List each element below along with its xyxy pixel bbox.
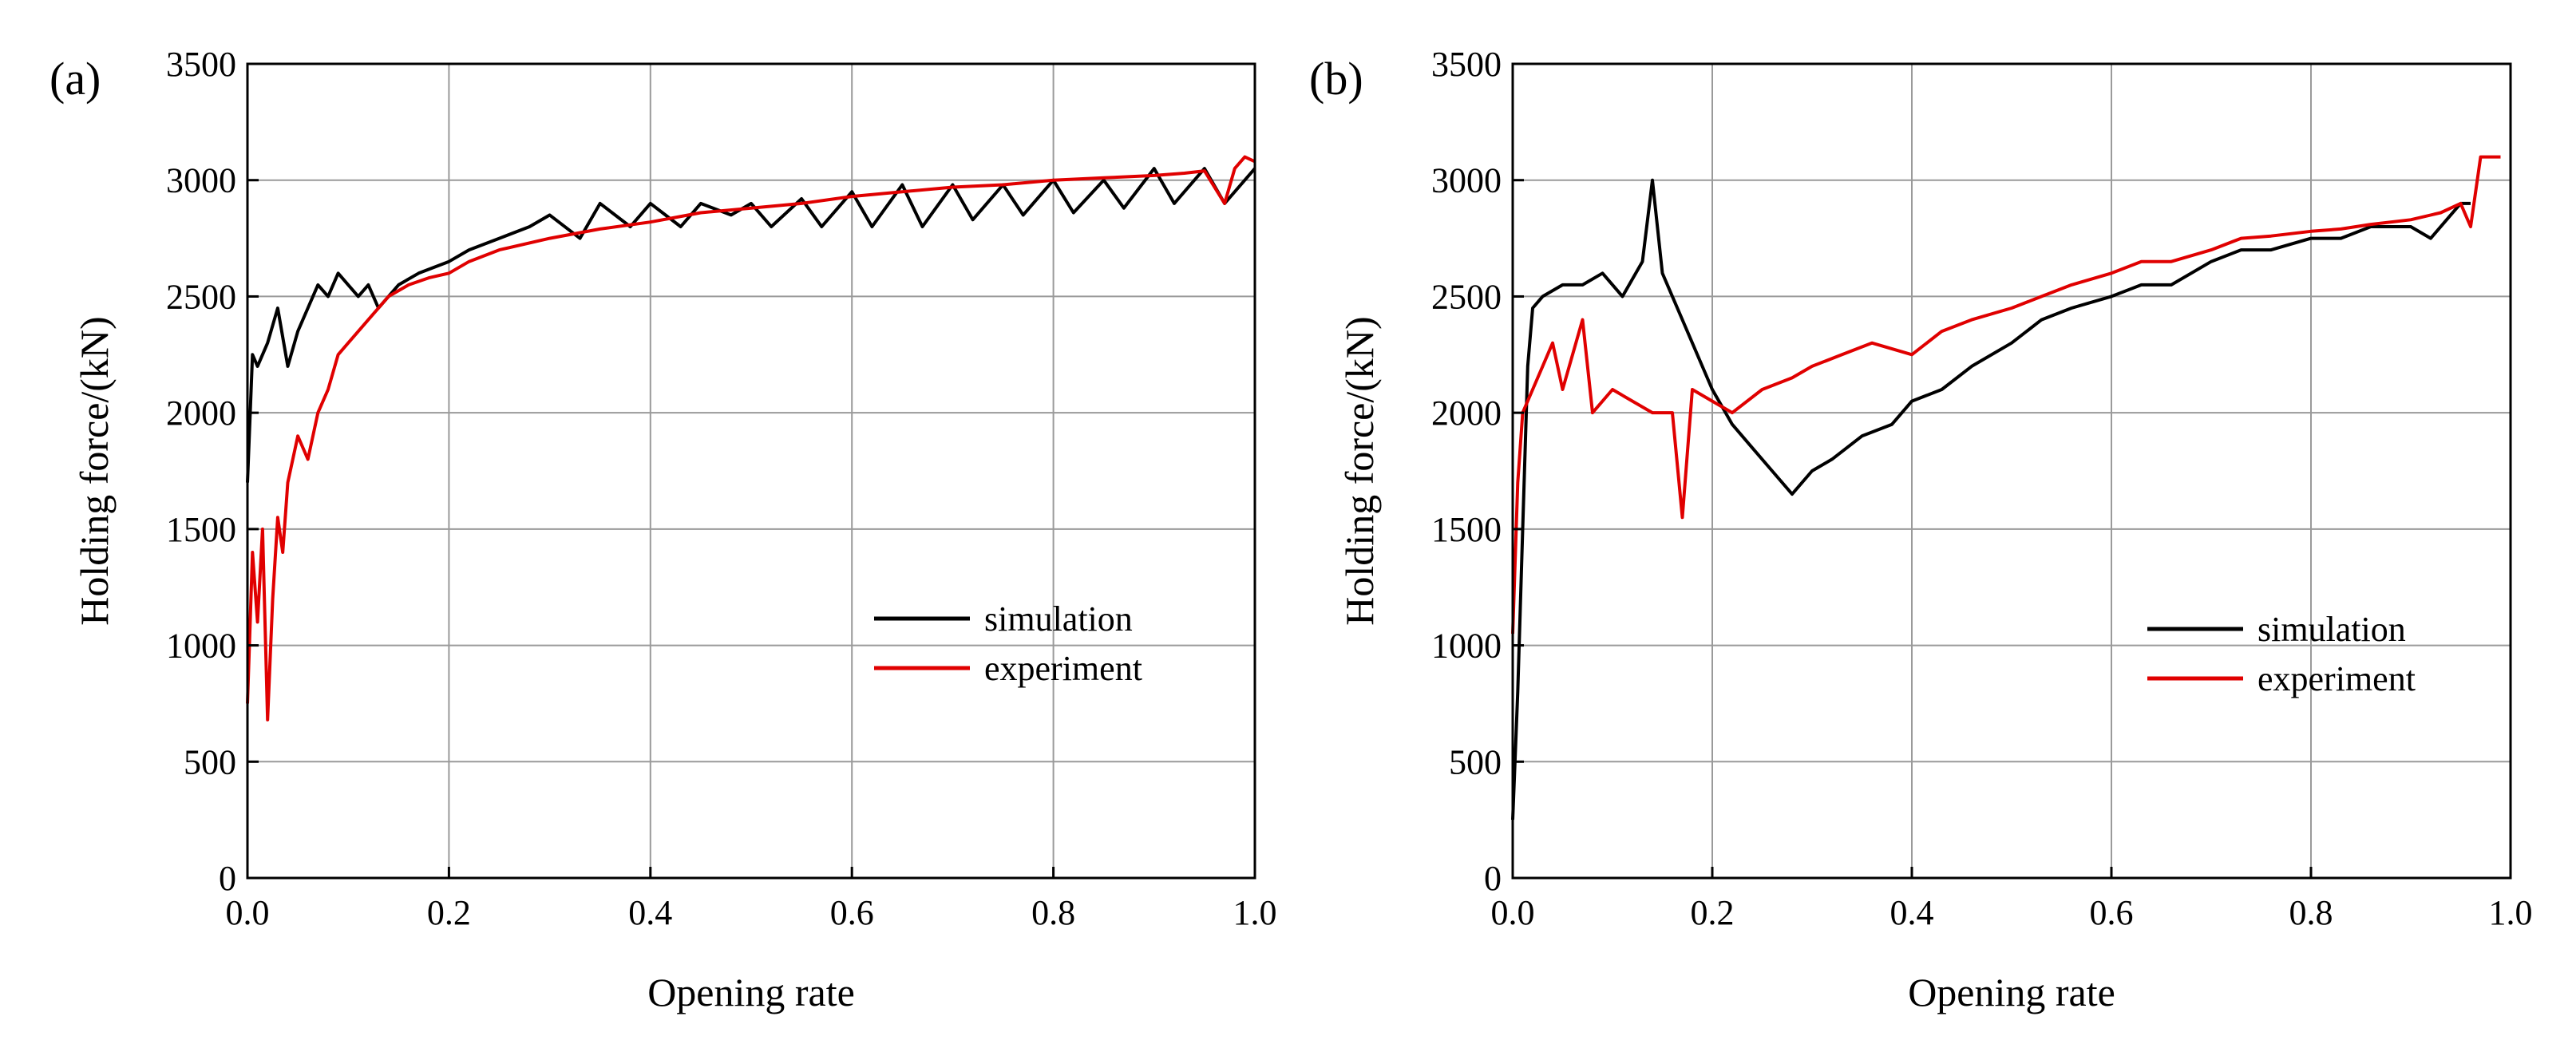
plot-frame: [1511, 62, 2512, 880]
x-tick-label: 1.0: [2489, 893, 2533, 932]
y-tick-label: 1500: [1431, 510, 1502, 549]
legend-label-experiment: experiment: [984, 649, 1142, 688]
chart-panel-a: 0.0 0.2 0.4 0.6 0.8 1.0 0 500 1000 1500 2000 2500 30…: [49, 45, 1277, 1014]
y-axis-title: Holding force/(kN): [72, 316, 117, 625]
y-tick-label: 2000: [166, 393, 236, 433]
legend: simulation experiment: [874, 599, 1142, 688]
series-line-simulation: [246, 167, 1256, 483]
x-tick-label: 0.2: [427, 893, 471, 932]
y-axis-title: Holding force/(kN): [1337, 316, 1382, 625]
x-tick-label: 0.2: [1691, 893, 1735, 932]
y-tick-label: 2500: [1431, 277, 1502, 316]
y-tick-label: 3000: [1431, 161, 1502, 200]
x-axis-title: Opening rate: [1908, 970, 2115, 1014]
panel-label: (b): [1309, 53, 1363, 105]
chart-panel-b: 0.0 0.2 0.4 0.6 0.8 1.0 0 500 1000 1500 2000 2500 30…: [1309, 45, 2533, 1014]
y-tick-label: 0: [219, 859, 236, 898]
y-tick-label: 1000: [1431, 627, 1502, 666]
y-tick-label: 3000: [166, 161, 236, 200]
y-tick-label: 1000: [166, 627, 236, 666]
x-tick-label: 1.0: [1233, 893, 1277, 932]
plot-frame: [246, 62, 1256, 880]
x-tick-label: 0.4: [1890, 893, 1934, 932]
x-tick-label: 0.0: [1491, 893, 1535, 932]
legend-label-experiment: experiment: [2257, 659, 2416, 698]
y-tick-label: 500: [184, 742, 236, 781]
y-tick-label: 2500: [166, 277, 236, 316]
series-line-experiment: [1511, 155, 2501, 635]
legend-label-simulation: simulation: [984, 599, 1133, 639]
x-tick-label: 0.4: [628, 893, 672, 932]
legend-label-simulation: simulation: [2257, 610, 2406, 649]
x-tick-label: 0.8: [1031, 893, 1075, 932]
y-tick-label: 0: [1484, 859, 1502, 898]
y-tick-label: 500: [1449, 742, 1502, 781]
panel-label: (a): [49, 53, 101, 105]
y-tick-label: 2000: [1431, 393, 1502, 433]
x-tick-label: 0.8: [2289, 893, 2333, 932]
y-tick-label: 1500: [166, 510, 236, 549]
y-tick-label: 3500: [166, 45, 236, 84]
legend: simulation experiment: [2147, 610, 2416, 698]
x-tick-label: 0.6: [2090, 893, 2134, 932]
series-line-simulation: [1511, 178, 2471, 821]
x-tick-label: 0.0: [226, 893, 270, 932]
x-axis-title: Opening rate: [647, 970, 855, 1014]
y-tick-label: 3500: [1431, 45, 1502, 84]
x-tick-label: 0.6: [830, 893, 874, 932]
series-line-experiment: [246, 155, 1256, 722]
